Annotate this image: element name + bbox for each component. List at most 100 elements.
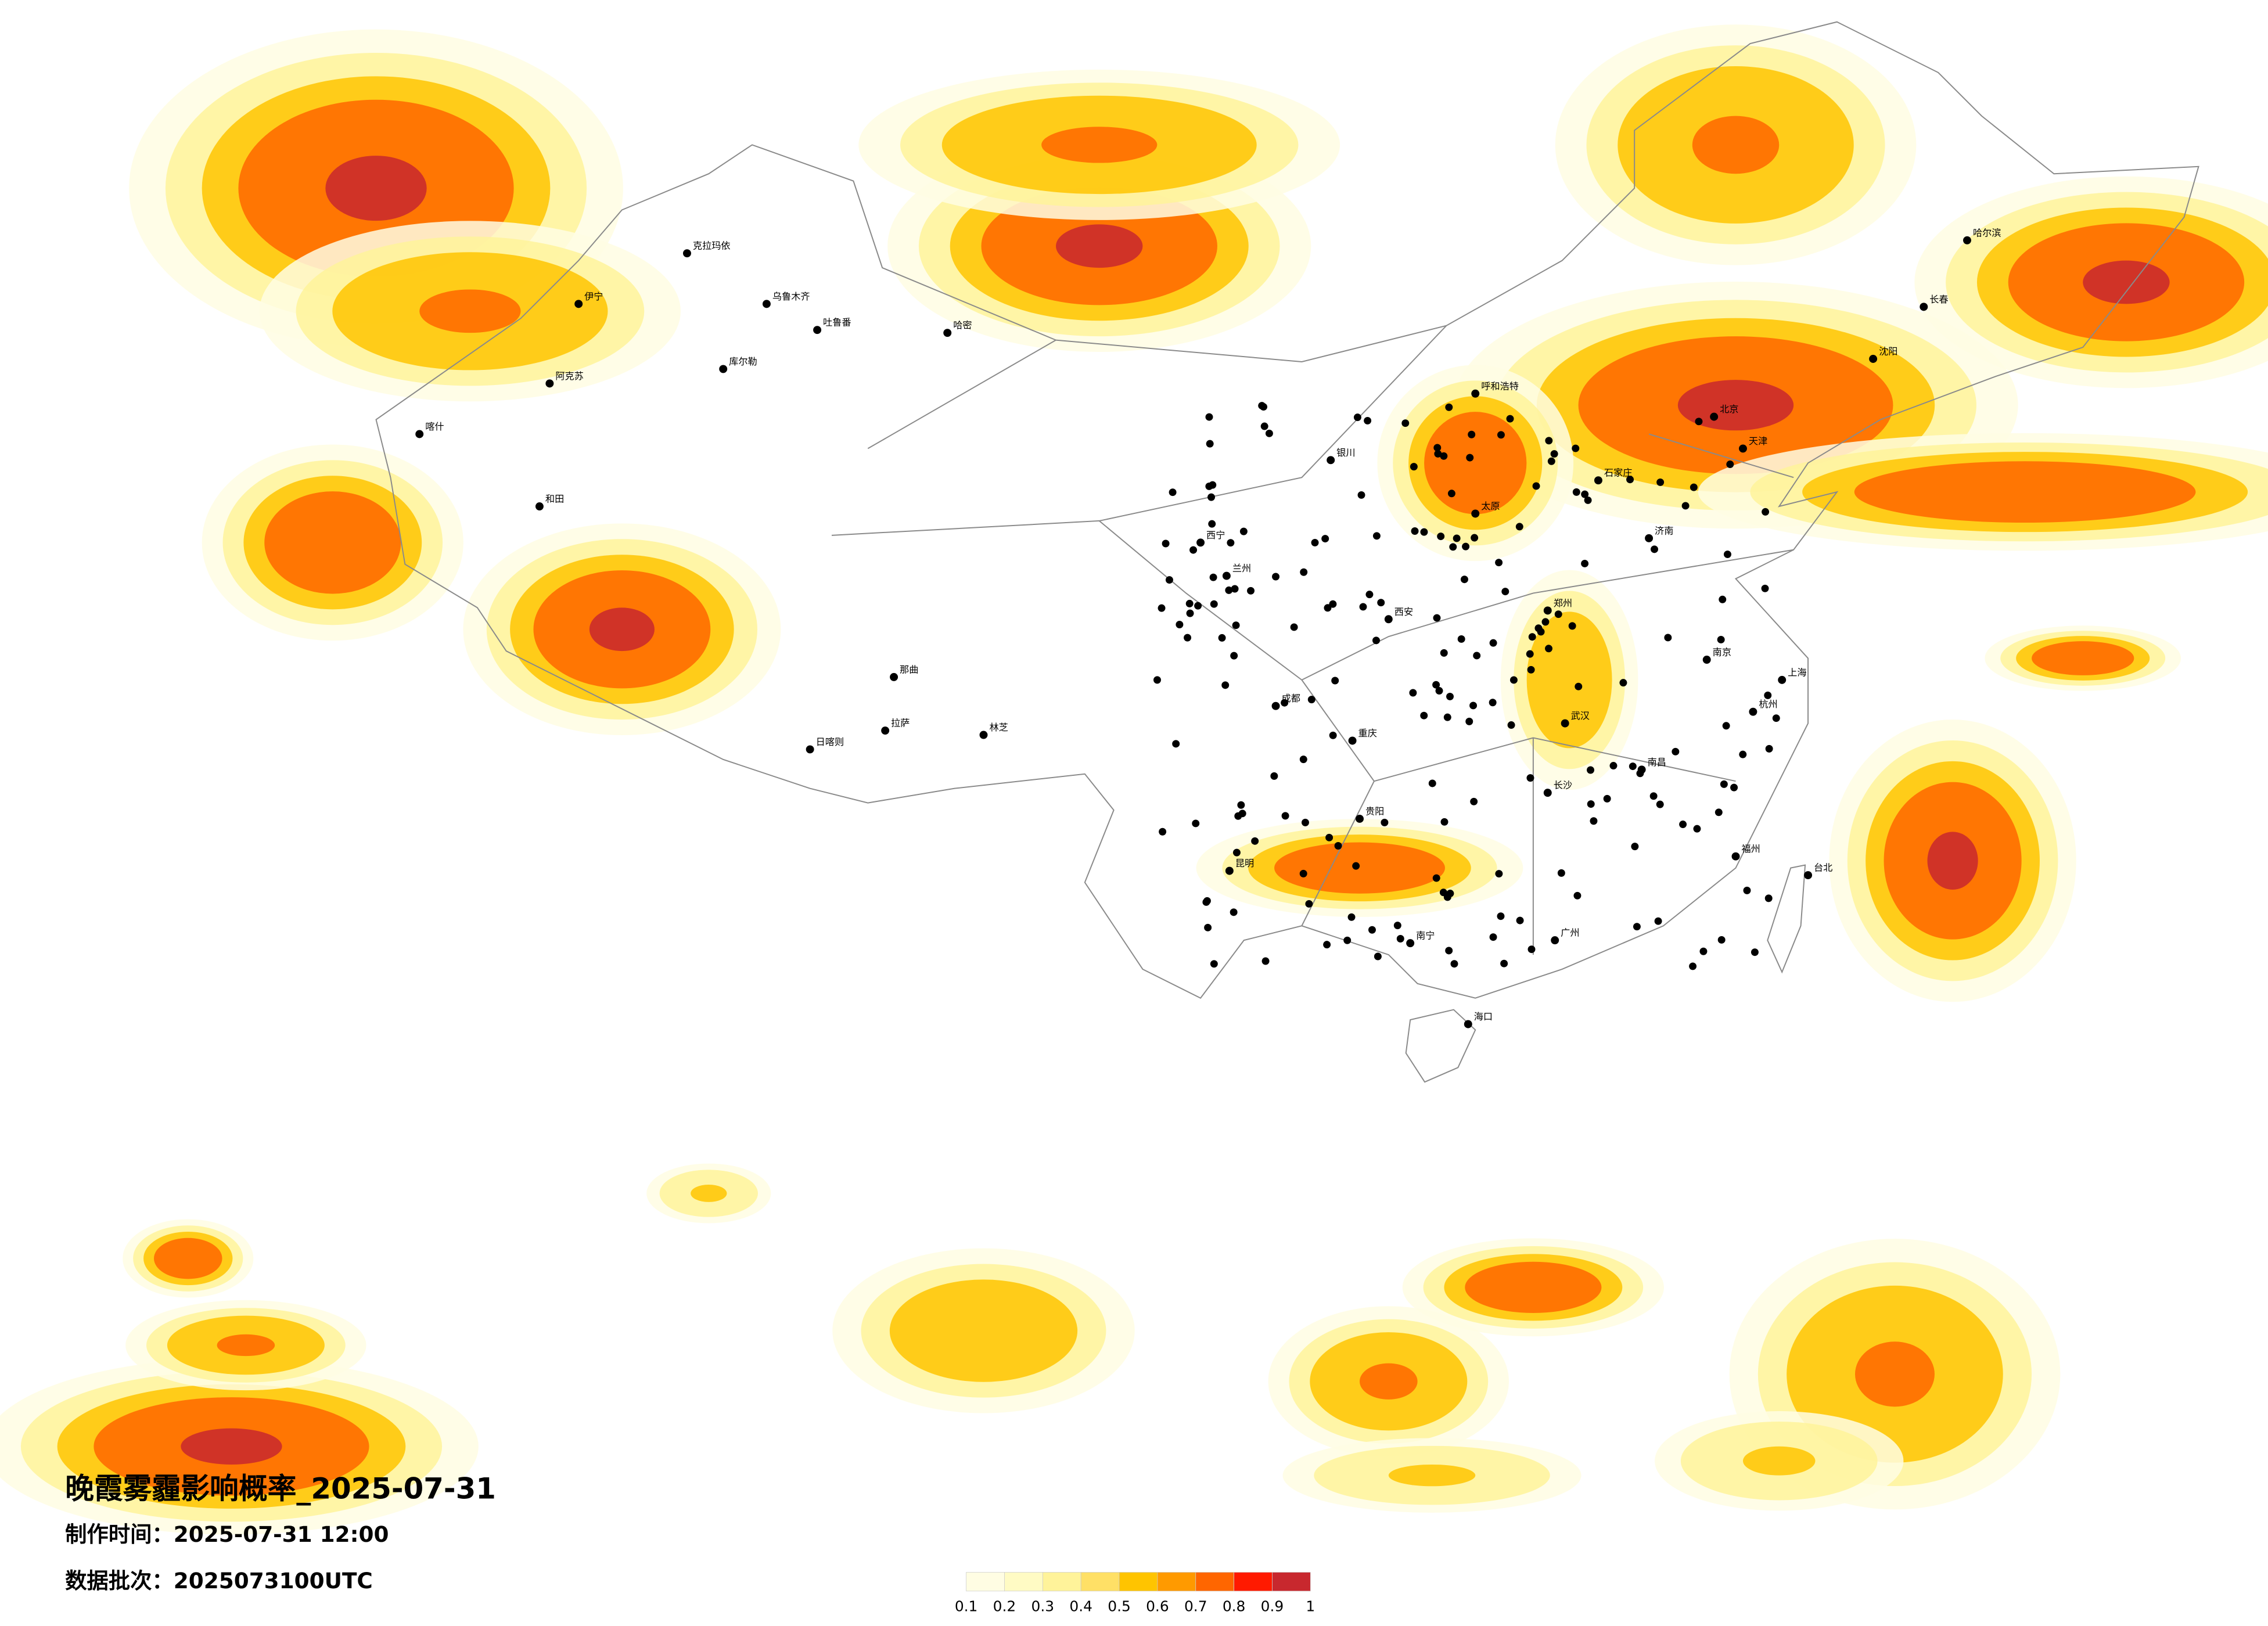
city-dot [1469,702,1478,710]
probability-patch [264,491,401,594]
city-dot [1489,933,1497,941]
city-dot [1176,621,1184,628]
city-label: 南昌 [1648,757,1666,768]
city-dot [1446,890,1454,898]
city-dot [890,672,898,681]
probability-patch [1360,1363,1418,1400]
city-dot [1575,682,1583,690]
city-dot [1543,789,1552,797]
city-dot [682,249,691,258]
city-label: 台北 [1814,862,1832,873]
city-dot [1327,456,1335,465]
legend-tick-label: 0.7 [1184,1598,1207,1615]
city-dot [1323,941,1331,949]
city-dot [1432,874,1440,882]
production-time: 制作时间：2025-07-31 12:00 [65,1521,389,1547]
city-label: 和田 [545,494,564,505]
legend-swatch [1080,1572,1120,1592]
city-dot [1305,900,1313,908]
city-dot [1715,808,1723,816]
city-dot [1218,634,1226,642]
probability-patch [419,289,521,333]
city-dot [1500,959,1508,967]
city-dot [1695,418,1703,426]
city-dot [1528,633,1536,641]
city-dot [1172,740,1180,748]
city-dot [1765,744,1773,753]
city-label: 北京 [1720,404,1738,415]
city-dot [1239,527,1248,535]
city-dot [1446,692,1454,700]
city-dot [1527,665,1535,674]
city-label: 西安 [1394,606,1413,617]
city-dot [1434,449,1442,458]
city-label: 兰州 [1232,563,1251,574]
probability-patch [889,1279,1078,1382]
city-dot [1710,412,1719,421]
city-label: 广州 [1561,927,1579,938]
city-label: 喀什 [425,421,444,432]
city-dot [1526,650,1534,658]
city-dot [1433,614,1441,622]
city-dot [1457,635,1465,643]
city-dot [1681,502,1690,510]
city-dot [1778,675,1787,684]
city-dot [1672,747,1680,756]
map-title: 晚霞雾霾影响概率_2025-07-31 [65,1472,496,1505]
city-dot [1568,622,1576,630]
city-dot [1372,532,1381,540]
city-dot [1731,852,1740,861]
city-dot [1185,599,1194,607]
city-dot [1545,437,1553,445]
city-dot [943,329,952,337]
city-dot [762,300,771,308]
city-dot [1656,800,1664,808]
city-dot [1290,623,1298,631]
city-label: 海口 [1474,1011,1493,1022]
city-dot [1629,762,1637,771]
city-dot [1720,780,1728,788]
city-dot [1717,635,1725,643]
legend-swatch [966,1572,1005,1592]
city-dot [545,379,554,388]
city-dot [806,745,814,754]
city-dot [1356,814,1364,823]
city-dot [1749,707,1757,716]
city-dot [1497,912,1505,920]
data-batch: 数据批次：2025073100UTC [65,1568,373,1593]
city-dot [1206,440,1214,448]
city-label: 拉萨 [891,718,910,729]
city-dot [1506,415,1514,423]
city-dot [1381,818,1389,826]
city-dot [1963,236,1971,244]
city-dot [1489,699,1497,707]
city-dot [1353,413,1361,422]
city-dot [1471,534,1479,542]
city-dot [1590,817,1598,825]
probability-patch [589,607,655,652]
legend-swatch [1234,1572,1273,1592]
city-dot [1664,634,1672,642]
city-dot [1192,819,1200,828]
city-dot [1153,676,1161,684]
city-dot [1764,894,1773,902]
city-dot [1307,696,1315,704]
city-dot [1719,595,1727,603]
city-dot [1545,645,1552,653]
city-dot [1772,714,1780,722]
city-dot [1699,947,1708,955]
probability-patch [1854,461,2196,523]
probability-patch [1388,1464,1476,1487]
city-label: 林芝 [989,722,1008,733]
city-dot [1435,687,1443,695]
probability-patch [1677,380,1794,431]
city-label: 福州 [1741,843,1760,854]
city-dot [1573,891,1582,900]
city-dot [1158,604,1166,612]
probability-patch [1424,412,1527,515]
probability-patch [2032,641,2134,675]
city-dot [1739,750,1747,758]
city-dot [1581,559,1589,567]
city-dot [1723,551,1731,559]
